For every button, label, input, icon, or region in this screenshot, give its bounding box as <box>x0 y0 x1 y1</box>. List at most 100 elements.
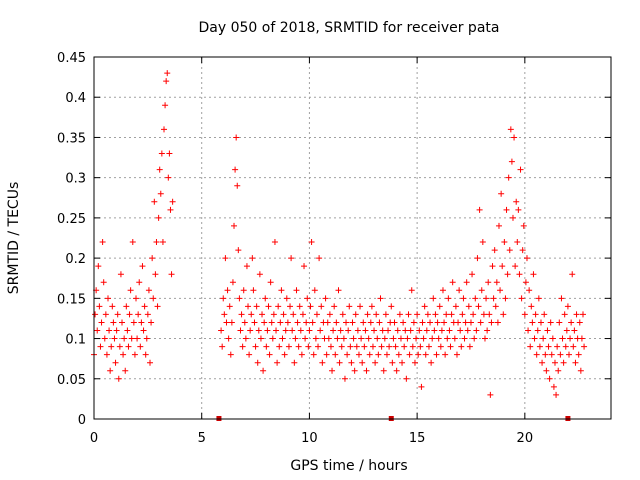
data-point <box>331 303 338 310</box>
data-point <box>433 351 440 358</box>
data-point <box>348 359 355 366</box>
data-point <box>319 359 326 366</box>
data-point <box>94 327 101 334</box>
y-tick-label: 0.2 <box>65 252 86 267</box>
data-point <box>461 335 468 342</box>
data-point <box>444 335 451 342</box>
data-point <box>136 279 143 286</box>
data-point <box>241 319 248 326</box>
data-point <box>546 375 553 382</box>
data-point <box>536 343 543 350</box>
data-point <box>284 319 291 326</box>
data-point <box>152 271 159 278</box>
data-point <box>150 295 157 302</box>
data-point <box>295 343 302 350</box>
data-point <box>339 311 346 318</box>
y-tick-label: 0 <box>78 413 86 428</box>
data-point <box>262 295 269 302</box>
data-point <box>432 311 439 318</box>
data-point <box>237 327 244 334</box>
data-point <box>308 239 315 246</box>
data-point <box>154 303 161 310</box>
data-point <box>488 319 495 326</box>
data-point <box>420 335 427 342</box>
data-point <box>103 351 110 358</box>
x-tick-label: 0 <box>90 431 98 446</box>
data-point <box>341 375 348 382</box>
data-point <box>353 343 360 350</box>
data-point <box>366 351 373 358</box>
data-point <box>499 263 506 270</box>
data-point <box>127 287 134 294</box>
data-point <box>138 319 145 326</box>
data-point <box>291 359 298 366</box>
data-point <box>330 327 337 334</box>
data-point <box>229 279 236 286</box>
data-point <box>485 279 492 286</box>
y-tick-label: 0.15 <box>57 292 86 307</box>
data-point <box>273 327 280 334</box>
data-point <box>312 335 319 342</box>
data-point <box>368 303 375 310</box>
data-point <box>449 279 456 286</box>
data-point <box>96 303 103 310</box>
data-point <box>323 351 330 358</box>
data-point <box>442 351 449 358</box>
data-point <box>107 367 114 374</box>
x-tick-label: 5 <box>198 431 206 446</box>
data-point <box>147 359 154 366</box>
data-point <box>529 319 536 326</box>
data-point <box>560 359 567 366</box>
data-point <box>277 319 284 326</box>
data-point <box>373 311 380 318</box>
data-point <box>304 295 311 302</box>
data-point <box>346 303 353 310</box>
data-point <box>532 311 539 318</box>
data-point <box>576 319 583 326</box>
data-point <box>424 311 431 318</box>
data-point <box>369 343 376 350</box>
data-point <box>239 343 246 350</box>
data-point <box>128 335 135 342</box>
data-point <box>545 343 552 350</box>
data-point <box>477 319 484 326</box>
data-point <box>123 303 130 310</box>
data-point <box>564 303 571 310</box>
data-point <box>547 319 554 326</box>
data-point <box>115 375 122 382</box>
data-point <box>269 335 276 342</box>
data-point <box>156 166 163 173</box>
data-point <box>448 311 455 318</box>
data-point <box>306 327 313 334</box>
data-point <box>409 343 416 350</box>
data-point <box>374 335 381 342</box>
data-point <box>521 311 528 318</box>
data-point <box>393 367 400 374</box>
data-point <box>140 327 147 334</box>
data-point <box>267 279 274 286</box>
data-point <box>305 343 312 350</box>
data-point <box>544 327 551 334</box>
data-point <box>550 383 557 390</box>
data-point <box>344 351 351 358</box>
data-point <box>481 335 488 342</box>
data-point <box>352 311 359 318</box>
data-point <box>555 367 562 374</box>
data-point <box>254 359 261 366</box>
data-point <box>500 311 507 318</box>
data-point <box>111 335 118 342</box>
data-point <box>142 351 149 358</box>
data-point <box>248 311 255 318</box>
data-point <box>322 295 329 302</box>
data-point <box>447 343 454 350</box>
data-point <box>235 247 242 254</box>
data-point <box>234 182 241 189</box>
data-point <box>243 263 250 270</box>
data-point <box>459 311 466 318</box>
data-point <box>240 287 247 294</box>
data-point <box>227 351 234 358</box>
data-point <box>360 319 367 326</box>
data-point <box>316 255 323 262</box>
data-point <box>410 319 417 326</box>
y-tick-label: 0.4 <box>65 91 86 106</box>
